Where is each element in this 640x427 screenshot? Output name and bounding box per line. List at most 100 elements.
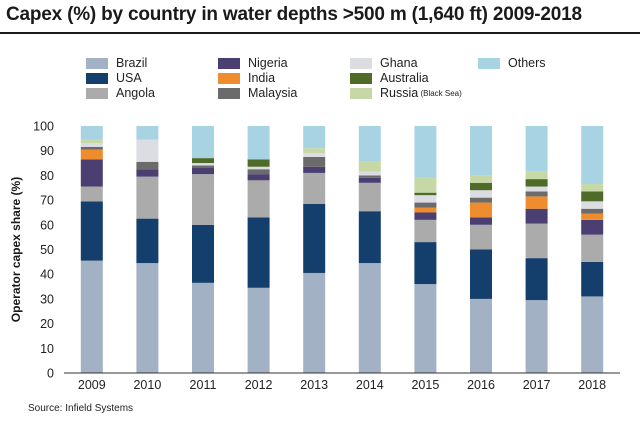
bar-segment-nigeria-2010 (136, 169, 159, 177)
x-tick-label: 2010 (133, 378, 161, 392)
legend-swatch (86, 57, 108, 69)
bar-segment-others-2016 (470, 126, 492, 176)
x-axis-ticks: 2009 2010 2011 2012 2013 2014 2015 2016 2017 2018 (78, 378, 606, 392)
y-tick-label: 40 (40, 268, 54, 282)
bar-segment-nigeria-2009 (80, 159, 103, 187)
x-tick-label: 2011 (190, 378, 217, 392)
bar-segment-usa-2010 (136, 218, 159, 264)
legend-item-angola: Angola (86, 86, 155, 100)
bar-segment-angola-2017 (525, 223, 548, 259)
bar-segment-others-2018 (581, 126, 604, 185)
bar-segment-others-2011 (192, 126, 214, 159)
bar-segment-others-2009 (80, 126, 103, 140)
chart-title: Capex (%) by country in water depths >50… (6, 4, 582, 25)
legend-label: Brazil (116, 56, 148, 70)
bar-segment-ghana-2015 (414, 195, 437, 203)
bar-segment-usa-2013 (303, 203, 326, 273)
bar-segment-usa-2017 (525, 258, 548, 301)
bar-segment-nigeria-2013 (303, 166, 326, 173)
bar-segment-brazil-2016 (470, 298, 492, 373)
bar-stack-2009 (80, 126, 103, 373)
bar-segment-malaysia-2011 (192, 165, 214, 168)
y-axis-ticks: 0 10 20 30 40 50 60 70 80 90 100 (33, 120, 54, 381)
bar-stack-2018 (581, 126, 604, 373)
bar-segment-russia-2017 (525, 171, 548, 180)
legend-label: Ghana (380, 56, 418, 70)
legend-label: USA (116, 71, 142, 85)
bar-stack-2016 (470, 126, 492, 373)
bar-segment-nigeria-2011 (192, 167, 214, 175)
legend-item-australia: Australia (350, 71, 429, 85)
bar-segment-russia-2016 (470, 175, 492, 183)
bar-segment-australia-2012 (247, 159, 270, 167)
bar-segment-angola-2011 (192, 174, 214, 225)
bar-segment-india-2015 (414, 207, 437, 213)
y-tick-label: 90 (40, 144, 54, 158)
bar-segment-angola-2018 (581, 234, 604, 262)
bar-segment-brazil-2018 (581, 296, 604, 373)
bar-segment-others-2017 (525, 126, 548, 172)
legend-item-others: Others (478, 56, 546, 70)
bar-segment-russia-2009 (80, 139, 103, 144)
legend-label: Russia (380, 86, 419, 100)
y-tick-label: 60 (40, 218, 54, 232)
bar-segment-usa-2018 (581, 261, 604, 297)
legend-label: India (248, 71, 276, 85)
bar-segment-malaysia-2015 (414, 202, 437, 208)
bar-segment-malaysia-2009 (80, 146, 103, 150)
legend-item-malaysia: Malaysia (218, 86, 297, 100)
bar-segment-ghana-2009 (80, 143, 103, 147)
legend-item-ghana: Ghana (350, 56, 418, 70)
bar-segment-others-2014 (358, 126, 381, 162)
bar-segment-usa-2012 (247, 217, 270, 288)
bar-segment-malaysia-2016 (470, 197, 492, 203)
bar-segment-angola-2012 (247, 180, 270, 218)
bar-segment-ghana-2014 (358, 171, 381, 176)
legend-label: Australia (380, 71, 429, 85)
bar-segment-india-2017 (525, 196, 548, 209)
bar-segment-angola-2009 (80, 186, 103, 202)
bar-segment-malaysia-2017 (525, 191, 548, 197)
bars (80, 126, 604, 373)
bar-segment-usa-2015 (414, 242, 437, 285)
y-tick-label: 80 (40, 169, 54, 183)
y-tick-label: 0 (47, 367, 54, 381)
bar-stack-2017 (525, 126, 548, 373)
legend-item-brazil: Brazil (86, 56, 147, 70)
legend-swatch (218, 57, 240, 69)
bar-stack-2012 (247, 126, 270, 373)
bar-stack-2010 (136, 126, 159, 373)
legend-swatch (86, 72, 108, 84)
bar-segment-malaysia-2014 (358, 175, 381, 178)
bar-segment-malaysia-2010 (136, 161, 159, 170)
title-underline (0, 32, 640, 34)
bar-segment-brazil-2010 (136, 263, 159, 373)
bar-segment-others-2010 (136, 126, 159, 140)
bar-segment-ghana-2010 (136, 139, 159, 162)
bar-segment-russia-2015 (414, 177, 437, 193)
source-note: Source: Infield Systems (28, 403, 134, 414)
legend-item-india: India (218, 71, 275, 85)
bar-segment-nigeria-2014 (358, 177, 381, 183)
bar-stack-2014 (358, 126, 381, 373)
bar-segment-russia-2013 (303, 148, 326, 154)
bar-stack-2013 (303, 126, 326, 373)
bar-segment-angola-2014 (358, 182, 381, 212)
y-tick-label: 70 (40, 194, 54, 208)
bar-stack-2011 (192, 126, 214, 373)
x-tick-label: 2012 (245, 378, 273, 392)
bar-segment-russia-2018 (581, 184, 604, 192)
legend-swatch (478, 57, 500, 69)
bar-segment-australia-2016 (470, 182, 492, 191)
legend-item-nigeria: Nigeria (218, 56, 288, 70)
bar-segment-ghana-2012 (247, 166, 270, 170)
legend-swatch (86, 87, 108, 99)
bar-segment-others-2013 (303, 126, 326, 149)
legend-label: Nigeria (248, 56, 288, 70)
x-tick-label: 2009 (78, 378, 106, 392)
bar-segment-ghana-2016 (470, 190, 492, 198)
bar-segment-russia-2014 (358, 161, 381, 172)
x-tick-label: 2018 (578, 378, 606, 392)
bar-segment-usa-2009 (80, 201, 103, 261)
bar-segment-brazil-2014 (358, 263, 381, 373)
